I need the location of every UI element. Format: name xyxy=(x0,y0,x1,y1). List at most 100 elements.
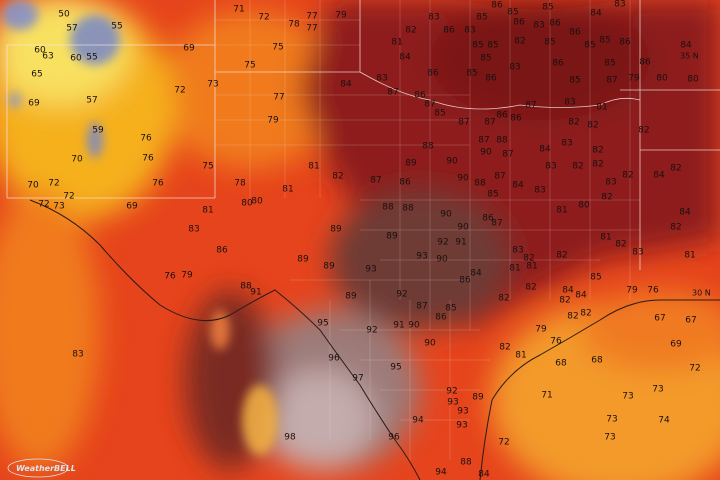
temperature-label: 93 xyxy=(416,252,427,262)
temperature-label: 86 xyxy=(549,19,561,29)
temperature-label: 90 xyxy=(408,321,420,331)
temperature-label: 83 xyxy=(509,63,520,73)
temperature-label: 76 xyxy=(142,154,154,164)
temperature-label: 79 xyxy=(181,271,193,281)
temperature-label: 83 xyxy=(72,350,83,360)
temperature-label: 80 xyxy=(687,75,699,85)
temperature-label: 50 xyxy=(58,10,70,20)
temperature-label: 82 xyxy=(405,26,416,36)
temperature-label: 86 xyxy=(414,91,426,101)
temperature-label: 75 xyxy=(244,61,255,71)
temperature-label: 78 xyxy=(234,179,246,189)
temperature-label: 87 xyxy=(484,118,495,128)
temperature-label: 84 xyxy=(562,286,574,296)
temperature-label: 85 xyxy=(466,69,477,79)
temperature-label: 96 xyxy=(328,354,340,364)
temperature-label: 80 xyxy=(578,201,590,211)
temperature-label: 67 xyxy=(654,314,665,324)
temperature-label: 73 xyxy=(53,202,64,212)
temperature-label: 98 xyxy=(284,433,296,443)
temperature-label: 86 xyxy=(482,214,494,224)
temperature-label: 84 xyxy=(575,291,587,301)
temperature-label: 82 xyxy=(592,160,603,170)
logo: WeatherBELL xyxy=(16,464,76,473)
temperature-label: 83 xyxy=(534,186,545,196)
temperature-label: 86 xyxy=(459,276,471,286)
temperature-label: 73 xyxy=(604,433,615,443)
temperature-label: 89 xyxy=(330,225,342,235)
temperature-label: 86 xyxy=(510,114,522,124)
temperature-label: 69 xyxy=(670,340,682,350)
temperature-label: 81 xyxy=(556,206,567,216)
temperature-label: 76 xyxy=(152,179,164,189)
temperature-label: 82 xyxy=(498,294,509,304)
temperature-label: 89 xyxy=(386,232,398,242)
temperature-label: 92 xyxy=(366,326,377,336)
temperature-label: 86 xyxy=(216,246,228,256)
temperature-label: 76 xyxy=(140,134,152,144)
temperature-label: 91 xyxy=(455,238,466,248)
temperature-label: 85 xyxy=(604,59,615,69)
temperature-label: 83 xyxy=(188,225,199,235)
temperature-label: 85 xyxy=(487,190,498,200)
temperature-label: 67 xyxy=(685,316,696,326)
temperature-label: 85 xyxy=(480,54,491,64)
temperature-label: 83 xyxy=(561,139,572,149)
temperature-label: 87 xyxy=(424,100,435,110)
temperature-label: 83 xyxy=(533,21,544,31)
temperature-label: 82 xyxy=(592,146,603,156)
temperature-label: 79 xyxy=(628,74,640,84)
temperature-label: 83 xyxy=(464,26,475,36)
temperature-label: 94 xyxy=(435,468,447,478)
temperature-label: 86 xyxy=(496,111,508,121)
temperature-label: 78 xyxy=(288,20,300,30)
temperature-label: 80 xyxy=(251,197,263,207)
temperature-label: 79 xyxy=(267,116,279,126)
temperature-label: 82 xyxy=(514,37,525,47)
temperature-label: 69 xyxy=(126,202,138,212)
temperature-label: 95 xyxy=(317,319,328,329)
temperature-label: 86 xyxy=(569,28,581,38)
temperature-label: 84 xyxy=(590,9,602,19)
temperature-label: 87 xyxy=(606,76,617,86)
temperature-label: 81 xyxy=(308,162,319,172)
temperature-label: 82 xyxy=(670,164,681,174)
temperature-label: 72 xyxy=(258,13,269,23)
temperature-label: 68 xyxy=(591,356,603,366)
temperature-label: 86 xyxy=(399,178,411,188)
temperature-label: 90 xyxy=(446,157,458,167)
temperature-label: 81 xyxy=(600,233,611,243)
temperature-label: 73 xyxy=(652,385,663,395)
temperature-label: 86 xyxy=(619,38,631,48)
temperature-label: 79 xyxy=(335,11,347,21)
temperature-label: 75 xyxy=(272,43,283,53)
temperature-label: 88 xyxy=(474,179,486,189)
logo-ring xyxy=(7,458,69,478)
temperature-label: 87 xyxy=(491,219,502,229)
temperature-label: 83 xyxy=(605,178,616,188)
temperature-label: 57 xyxy=(66,24,77,34)
temperature-label: 85 xyxy=(487,41,498,51)
temperature-label: 93 xyxy=(457,407,468,417)
temperature-label: 85 xyxy=(542,3,553,13)
temperature-label: 85 xyxy=(472,41,483,51)
temperature-label: 72 xyxy=(48,179,59,189)
temperature-label: 60 xyxy=(70,54,82,64)
temperature-label: 74 xyxy=(658,416,670,426)
temperature-label: 69 xyxy=(183,44,195,54)
temperature-label: 82 xyxy=(601,193,612,203)
temperature-label: 87 xyxy=(387,88,398,98)
temperature-label: 85 xyxy=(599,36,610,46)
temperature-label: 87 xyxy=(502,150,513,160)
temperature-label: 82 xyxy=(587,121,598,131)
temperature-label: 81 xyxy=(509,264,520,274)
temperature-label: 81 xyxy=(596,103,607,113)
temperature-label: 82 xyxy=(559,296,570,306)
temperature-label: 97 xyxy=(352,374,363,384)
temperature-label: 81 xyxy=(526,262,537,272)
temperature-label: 85 xyxy=(590,273,601,283)
temperature-label: 68 xyxy=(555,359,567,369)
temperature-label: 82 xyxy=(499,343,510,353)
temperature-label: 71 xyxy=(541,391,552,401)
